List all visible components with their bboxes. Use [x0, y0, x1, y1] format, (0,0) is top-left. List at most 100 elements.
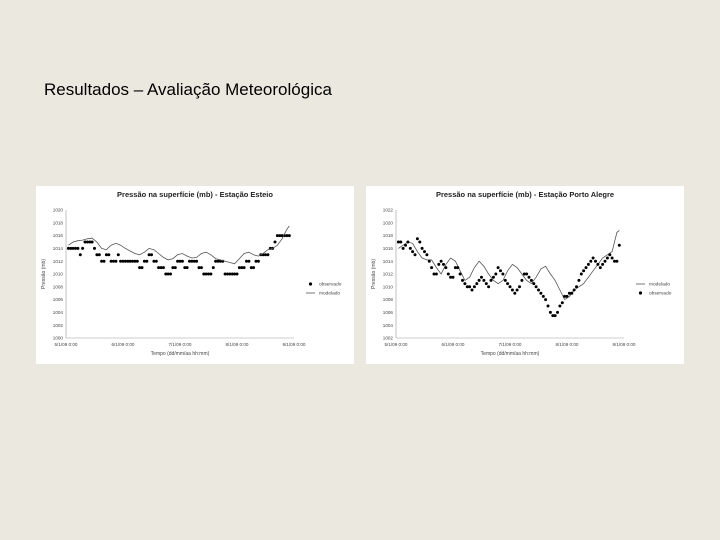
chart1-y-tick-label: 1016: [53, 233, 64, 238]
chart1-series-observado-point: [128, 259, 132, 263]
chart2-series-observado-point: [503, 278, 507, 282]
chart1-series-observado-point: [185, 266, 189, 270]
chart1-y-tick-label: 1020: [53, 208, 64, 213]
chart2-series-observado-point: [544, 298, 548, 302]
chart1-series-observado-point: [230, 272, 234, 276]
chart1-series-observado-point: [152, 259, 156, 263]
chart2-series-observado-point: [534, 285, 538, 289]
chart2-series-observado-point: [520, 278, 524, 282]
chart2-series-observado-point: [491, 275, 495, 279]
chart2-series-observado-point: [598, 266, 602, 270]
chart1-series-observado-point: [245, 259, 248, 263]
chart1-series-observado-point: [104, 253, 108, 257]
chart1-series-observado-point: [135, 259, 139, 263]
chart1-y-tick-label: 1000: [53, 336, 64, 341]
chart2-series-observado-point: [515, 288, 519, 292]
chart2-series-observado-point: [582, 269, 586, 273]
chart1-series-observado-point: [100, 259, 104, 263]
chart2-series-observado-point: [506, 282, 510, 286]
chart1-series-observado-point: [145, 259, 149, 263]
chart1-series-observado-point: [147, 253, 151, 257]
chart2-series-observado-point: [456, 266, 460, 270]
chart2-y-label: Pressão (mb): [371, 259, 377, 289]
chart1-y-tick-label: 1012: [53, 259, 64, 264]
chart2-series-modelado-line: [398, 230, 620, 301]
chart1-series-observado-point: [247, 259, 251, 263]
chart1-series-observado-point: [121, 259, 125, 263]
chart1-x-tick-label: 7/1/09 0:00: [169, 342, 192, 347]
chart1-series-observado-point: [176, 259, 180, 263]
chart2-series-observado-point: [399, 240, 403, 244]
chart1-series-observado-point: [256, 259, 260, 263]
chart2-series-observado-point: [446, 272, 450, 276]
chart2-series-observado-point: [430, 266, 434, 270]
chart1-series-observado-point: [226, 272, 229, 276]
chart-esteio-svg: Pressão na superfície (mb) - Estação Est…: [41, 190, 342, 357]
chart1-series-observado-point: [133, 259, 137, 263]
chart1-series-observado-point: [192, 259, 196, 263]
chart2-series-observado-point: [496, 266, 500, 270]
chart-porto-alegre-svg: Pressão na superfície (mb) - Estação Por…: [371, 190, 672, 357]
chart2-series-observado-point: [434, 272, 438, 276]
chart2-series-observado-point: [439, 259, 443, 263]
chart2-series-observado-point: [513, 291, 517, 295]
chart2-series-observado-point: [594, 259, 597, 263]
chart2-y-tick-label: 1016: [383, 246, 394, 251]
chart2-series-observado-point: [406, 240, 410, 244]
chart1-series-observado-point: [78, 253, 82, 257]
chart1-y-tick-label: 1018: [53, 220, 64, 225]
chart2-series-observado-point: [613, 259, 616, 263]
chart2-series-observado-point: [449, 275, 453, 279]
chart2-series-observado-point: [558, 304, 562, 308]
chart1-series-observado-point: [161, 266, 165, 270]
chart1-series-observado-point: [76, 246, 80, 250]
chart1-series-observado-point: [119, 259, 123, 263]
chart1-series-observado-point: [273, 240, 277, 244]
chart2-series-observado-point: [458, 272, 462, 276]
chart1-series-observado-point: [154, 259, 158, 263]
chart2-series-observado-point: [596, 262, 600, 266]
chart1-legend-modelado-label: modelado: [319, 291, 340, 297]
chart2-series-observado-point: [548, 310, 552, 314]
chart1-series-observado-point: [83, 240, 87, 244]
chart1-x-tick-label: 9/1/09 0:00: [283, 342, 306, 347]
chart2-series-observado-point: [601, 262, 605, 266]
chart2-x-tick-label: 5/1/09 0:00: [385, 342, 408, 347]
chart2-series-observado-point: [413, 253, 417, 257]
chart1-series-observado-point: [287, 234, 291, 238]
chart1-series-observado-point: [169, 272, 172, 276]
chart1-y-label: Pressão (mb): [41, 259, 47, 289]
chart1-series-observado-point: [275, 234, 279, 238]
chart1-series-observado-point: [223, 272, 227, 276]
chart1-series-observado-point: [173, 266, 177, 270]
chart2-series-observado-point: [411, 250, 415, 254]
chart2-y-tick-label: 1014: [383, 259, 394, 264]
chart1-series-observado-point: [180, 259, 184, 263]
chart1-series-observado-point: [197, 266, 201, 270]
chart1-series-observado-point: [93, 246, 96, 250]
chart1-y-tick-label: 1010: [53, 272, 64, 277]
chart1-series-observado-point: [264, 253, 267, 257]
chart2-series-observado-point: [584, 266, 588, 270]
chart2-series-observado-point: [487, 285, 491, 289]
chart2-series-observado-point: [425, 253, 429, 257]
chart2-series-observado-point: [404, 243, 407, 247]
chart1-series-observado-point: [150, 253, 153, 257]
chart1-series-observado-point: [97, 253, 101, 257]
chart2-series-observado-point: [586, 262, 590, 266]
chart-esteio: Pressão na superfície (mb) - Estação Est…: [36, 186, 354, 364]
chart1-x-label: Tempo (dd/mm/aa hh:mm): [151, 351, 210, 357]
chart2-x-tick-label: 8/1/09 0:00: [556, 342, 579, 347]
chart2-series-observado-point: [603, 259, 607, 263]
chart2-series-observado-point: [470, 288, 474, 292]
chart2-series-observado-point: [567, 291, 571, 295]
chart2-series-observado-point: [415, 237, 419, 241]
chart2-series-observado-point: [546, 304, 550, 308]
chart2-series-observado-point: [556, 310, 559, 314]
chart1-x-tick-label: 5/1/09 0:00: [55, 342, 78, 347]
chart2-series-observado-point: [610, 256, 614, 260]
chart1-series-observado-point: [74, 246, 77, 250]
chart1-y-tick-label: 1008: [53, 284, 64, 289]
chart1-series-observado-point: [216, 259, 220, 263]
chart1-series-observado-point: [157, 266, 161, 270]
